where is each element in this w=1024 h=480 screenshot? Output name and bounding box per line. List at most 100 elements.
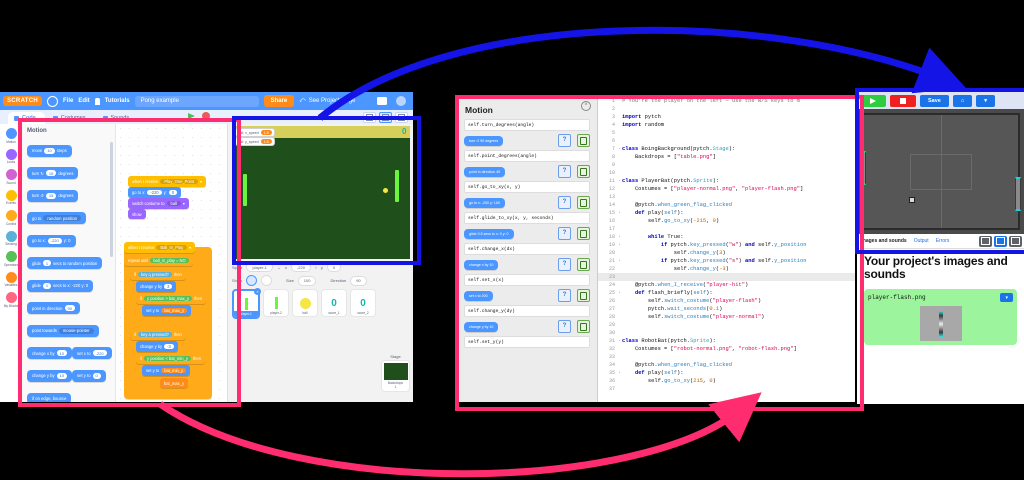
- fold-marker-icon[interactable]: ·: [618, 242, 622, 248]
- block-set-y-max[interactable]: set y to bat_max_y: [142, 305, 192, 316]
- share-button[interactable]: Share: [263, 95, 295, 107]
- palette-block-4[interactable]: go to x: -220 y: 0: [27, 234, 76, 247]
- block-if-ypos-gt[interactable]: if y position > bat_max_y then: [136, 293, 207, 304]
- pytch-scratch-block[interactable]: change y by 10: [464, 321, 499, 332]
- tab-sounds[interactable]: Sounds: [97, 112, 139, 124]
- fold-marker-icon[interactable]: [618, 225, 622, 233]
- block-if-key-a[interactable]: if key a pressed? then: [130, 329, 186, 340]
- stop-icon[interactable]: [202, 112, 210, 120]
- pytch-scratch-block[interactable]: glide 0.5 secs to x: 0 y: 0: [464, 228, 514, 239]
- code-line-29[interactable]: 29: [598, 321, 855, 329]
- code-line-21[interactable]: 21 · if pytch.key_pressed("s") and self.y…: [598, 257, 855, 265]
- code-line-13[interactable]: 13: [598, 193, 855, 201]
- close-icon[interactable]: ×: [581, 101, 591, 111]
- sprite-size-input[interactable]: 100: [297, 275, 317, 286]
- code-line-8[interactable]: 8 Backdrops = ["table.png"]: [598, 153, 855, 161]
- copy-icon[interactable]: [577, 320, 590, 333]
- category-events[interactable]: Events: [0, 189, 22, 205]
- question-icon[interactable]: ?: [558, 320, 571, 333]
- sprite-card-score_2[interactable]: 0 score_2: [350, 289, 376, 317]
- pytch-palette-item-7[interactable]: self.set_y(y): [457, 336, 597, 348]
- layout-split-icon[interactable]: [994, 235, 1007, 247]
- category-control[interactable]: Control: [0, 210, 22, 226]
- code-line-14[interactable]: 14 @pytch.when_green_flag_clicked: [598, 201, 855, 209]
- fold-marker-icon[interactable]: [618, 273, 622, 281]
- palette-block-6[interactable]: glide 1 secs to x: -220 y: 0: [27, 279, 94, 292]
- fold-marker-icon[interactable]: [618, 105, 622, 113]
- code-line-34[interactable]: 34 @pytch.when_green_flag_clicked: [598, 361, 855, 369]
- sprite-card-player-2[interactable]: player-2: [263, 289, 289, 317]
- tab-costumes[interactable]: Costumes: [47, 112, 95, 124]
- copy-icon[interactable]: [577, 258, 590, 271]
- code-line-37[interactable]: 37: [598, 385, 855, 393]
- code-line-2[interactable]: 2: [598, 105, 855, 113]
- small-stage-button[interactable]: [363, 112, 376, 123]
- block-value[interactable]: -220: [47, 237, 62, 244]
- fold-marker-icon[interactable]: [618, 169, 622, 177]
- sprite-direction-input[interactable]: 90: [350, 275, 367, 286]
- code-line-26[interactable]: 26 self.switch_costume("player-flash"): [598, 297, 855, 305]
- menu-file[interactable]: File: [63, 98, 74, 104]
- pytch-scratch-block[interactable]: point in direction 45: [464, 166, 506, 177]
- fold-marker-icon[interactable]: ·: [618, 178, 622, 184]
- pytch-scratch-block[interactable]: set x to 200: [464, 290, 493, 301]
- block-show[interactable]: show: [128, 209, 146, 219]
- question-icon[interactable]: ?: [558, 165, 571, 178]
- tab-output[interactable]: Output: [913, 238, 929, 244]
- large-stage-button[interactable]: [379, 112, 392, 123]
- block-value[interactable]: -220: [92, 350, 107, 356]
- save-button[interactable]: Save: [920, 94, 949, 107]
- code-line-31[interactable]: 31 · class RobotBat(pytch.Sprite):: [598, 337, 855, 345]
- copy-icon[interactable]: [577, 165, 590, 178]
- category-looks[interactable]: Looks: [0, 148, 22, 164]
- block-value[interactable]: 10: [44, 147, 55, 154]
- code-line-18[interactable]: 18 · while True:: [598, 233, 855, 241]
- delete-sprite-icon[interactable]: ×: [254, 288, 261, 295]
- code-line-1[interactable]: 1 # You're the player on the left — use t…: [598, 97, 855, 105]
- code-line-10[interactable]: 10: [598, 169, 855, 177]
- stop-button[interactable]: [890, 94, 916, 107]
- fold-marker-icon[interactable]: ·: [618, 146, 622, 152]
- tab-code[interactable]: Code: [8, 112, 45, 124]
- code-line-24[interactable]: 24 @pytch.when_I_receive("player-hit"): [598, 281, 855, 289]
- folder-icon[interactable]: [377, 97, 387, 105]
- fold-marker-icon[interactable]: [618, 129, 622, 137]
- stage-selector[interactable]: Stage Backdrops 1: [381, 354, 410, 392]
- fold-marker-icon[interactable]: [618, 193, 622, 201]
- palette-block-2[interactable]: turn ↺ 15 degrees: [27, 189, 79, 202]
- block-value[interactable]: random position: [43, 215, 82, 221]
- code-line-32[interactable]: 32 Costumes = ["robot-normal.png", "robo…: [598, 345, 855, 353]
- layout-fullscreen-icon[interactable]: [1009, 235, 1022, 247]
- code-line-5[interactable]: 5: [598, 129, 855, 137]
- question-icon[interactable]: ?: [558, 134, 571, 147]
- palette-block-8[interactable]: point towards mouse-pointer: [27, 324, 99, 337]
- code-line-30[interactable]: 30: [598, 329, 855, 337]
- code-line-7[interactable]: 7 · class BoingBackground(pytch.Stage):: [598, 145, 855, 153]
- code-line-25[interactable]: 25 · def flash_briefly(self):: [598, 289, 855, 297]
- palette-block-1[interactable]: turn ↻ 15 degrees: [27, 167, 79, 179]
- layout-stacked-icon[interactable]: [979, 235, 992, 247]
- sprite-card-player-1[interactable]: × player-1: [232, 288, 261, 319]
- copy-icon[interactable]: [577, 196, 590, 209]
- palette-block-5[interactable]: glide 1 secs to random position: [27, 257, 103, 269]
- code-line-22[interactable]: 22 self.change_y(-3): [598, 265, 855, 273]
- menu-edit[interactable]: Edit: [78, 98, 90, 104]
- code-line-9[interactable]: 9: [598, 161, 855, 169]
- code-line-20[interactable]: 20 self.change_y(3): [598, 249, 855, 257]
- block-value[interactable]: 1: [42, 282, 52, 289]
- more-icon[interactable]: ▾: [976, 94, 995, 107]
- sprite-x-input[interactable]: -220: [290, 262, 311, 272]
- code-line-33[interactable]: 33: [598, 353, 855, 361]
- code-line-11[interactable]: 11 · class PlayerBat(pytch.Sprite):: [598, 177, 855, 185]
- palette-block-11[interactable]: change y by 10: [27, 369, 73, 382]
- block-repeat-until[interactable]: repeat until ball_in_play = NO: [124, 255, 193, 266]
- palette-block-9[interactable]: change x by 10: [27, 347, 73, 359]
- block-value[interactable]: mouse-pointer: [58, 327, 94, 334]
- home-icon[interactable]: ⌂: [952, 94, 973, 107]
- code-line-19[interactable]: 19 · if pytch.key_pressed("w") and self.y…: [598, 241, 855, 249]
- tab-errors[interactable]: Errors: [935, 238, 950, 244]
- scratch-stage[interactable]: 0 ball: x_speed 1.5 ball: y_speed 1.5: [231, 126, 410, 259]
- code-line-4[interactable]: 4 import random: [598, 121, 855, 129]
- pytch-scratch-block[interactable]: turn ↺ 90 degrees: [464, 135, 504, 146]
- fold-marker-icon[interactable]: [618, 161, 622, 169]
